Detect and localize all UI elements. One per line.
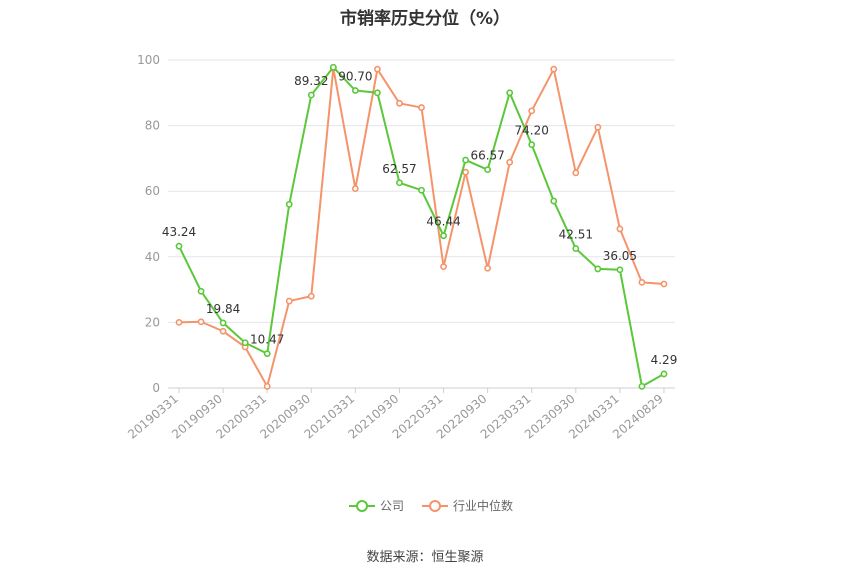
data-point[interactable] bbox=[175, 242, 183, 250]
data-point[interactable] bbox=[307, 91, 315, 99]
axis-layer: 0204060801002019033120190930202003312020… bbox=[125, 53, 675, 442]
legend-marker bbox=[356, 500, 368, 512]
legend-label: 公司 bbox=[380, 499, 404, 513]
series-layer bbox=[175, 63, 668, 390]
data-point[interactable] bbox=[351, 87, 359, 94]
data-point[interactable] bbox=[660, 280, 668, 288]
data-label: 19.84 bbox=[206, 302, 240, 316]
data-point[interactable] bbox=[462, 156, 469, 164]
y-tick-label: 20 bbox=[145, 315, 160, 329]
legend-marker bbox=[429, 500, 442, 512]
data-point[interactable] bbox=[638, 382, 646, 390]
data-point[interactable] bbox=[616, 266, 624, 274]
data-label-layer: 43.24 19.84 10.47 89.32 90.70 62.57 46.44 66.57… bbox=[162, 70, 677, 367]
data-point[interactable] bbox=[329, 63, 337, 71]
data-point[interactable] bbox=[594, 123, 602, 131]
data-point[interactable] bbox=[175, 318, 183, 326]
data-label: 36.05 bbox=[603, 249, 637, 263]
data-label: 74.20 bbox=[515, 124, 549, 138]
data-point[interactable] bbox=[219, 327, 227, 335]
data-point[interactable] bbox=[396, 99, 403, 107]
data-label: 66.57 bbox=[470, 149, 504, 163]
data-point[interactable] bbox=[374, 65, 381, 73]
data-point[interactable] bbox=[484, 166, 492, 174]
y-tick-label: 80 bbox=[145, 119, 160, 133]
data-point[interactable] bbox=[440, 232, 447, 240]
data-point[interactable] bbox=[528, 107, 536, 115]
y-tick-label: 40 bbox=[145, 250, 160, 264]
y-tick-label: 100 bbox=[137, 53, 160, 67]
data-label: 62.57 bbox=[382, 162, 416, 176]
legend[interactable]: 公司 行业中位数 bbox=[349, 498, 513, 513]
data-point[interactable] bbox=[396, 179, 403, 187]
data-source-note: 数据来源：恒生聚源 bbox=[366, 550, 484, 565]
data-point[interactable] bbox=[572, 245, 580, 252]
data-point[interactable] bbox=[528, 141, 536, 149]
data-point[interactable] bbox=[197, 287, 205, 295]
data-point[interactable] bbox=[660, 370, 668, 378]
data-label: 10.47 bbox=[250, 333, 284, 347]
data-label: 46.44 bbox=[426, 215, 460, 229]
data-point[interactable] bbox=[285, 297, 293, 305]
data-point[interactable] bbox=[241, 339, 249, 347]
data-point[interactable] bbox=[550, 197, 558, 205]
legend-label: 行业中位数 bbox=[453, 498, 513, 513]
data-point[interactable] bbox=[550, 65, 558, 73]
data-point[interactable] bbox=[418, 104, 425, 111]
data-point[interactable] bbox=[285, 200, 293, 208]
data-point[interactable] bbox=[440, 263, 447, 271]
data-point[interactable] bbox=[418, 186, 425, 194]
data-point[interactable] bbox=[484, 264, 492, 272]
data-point[interactable] bbox=[638, 278, 646, 286]
data-point[interactable] bbox=[351, 185, 359, 192]
data-point[interactable] bbox=[263, 350, 271, 358]
data-point[interactable] bbox=[374, 89, 381, 97]
data-point[interactable] bbox=[572, 169, 580, 177]
data-label: 89.32 bbox=[294, 74, 328, 88]
chart-title: 市销率历史分位（%） bbox=[339, 9, 511, 29]
data-point[interactable] bbox=[197, 318, 205, 326]
data-label: 43.24 bbox=[162, 225, 196, 239]
series-industry-median bbox=[175, 64, 668, 390]
data-point[interactable] bbox=[506, 158, 514, 166]
data-label: 42.51 bbox=[559, 228, 593, 242]
data-point[interactable] bbox=[594, 265, 602, 273]
data-point[interactable] bbox=[616, 225, 624, 233]
data-point[interactable] bbox=[263, 382, 271, 390]
data-point[interactable] bbox=[307, 292, 315, 300]
data-point[interactable] bbox=[506, 89, 514, 97]
y-tick-label: 0 bbox=[152, 381, 160, 395]
data-label: 4.29 bbox=[651, 353, 678, 367]
legend-item-industry-median[interactable]: 行业中位数 bbox=[422, 498, 513, 513]
data-point[interactable] bbox=[462, 168, 469, 176]
series-company bbox=[175, 63, 668, 390]
data-label: 90.70 bbox=[338, 70, 372, 84]
data-point[interactable] bbox=[219, 319, 227, 327]
y-tick-label: 60 bbox=[145, 184, 160, 198]
legend-item-company[interactable]: 公司 bbox=[349, 499, 404, 513]
